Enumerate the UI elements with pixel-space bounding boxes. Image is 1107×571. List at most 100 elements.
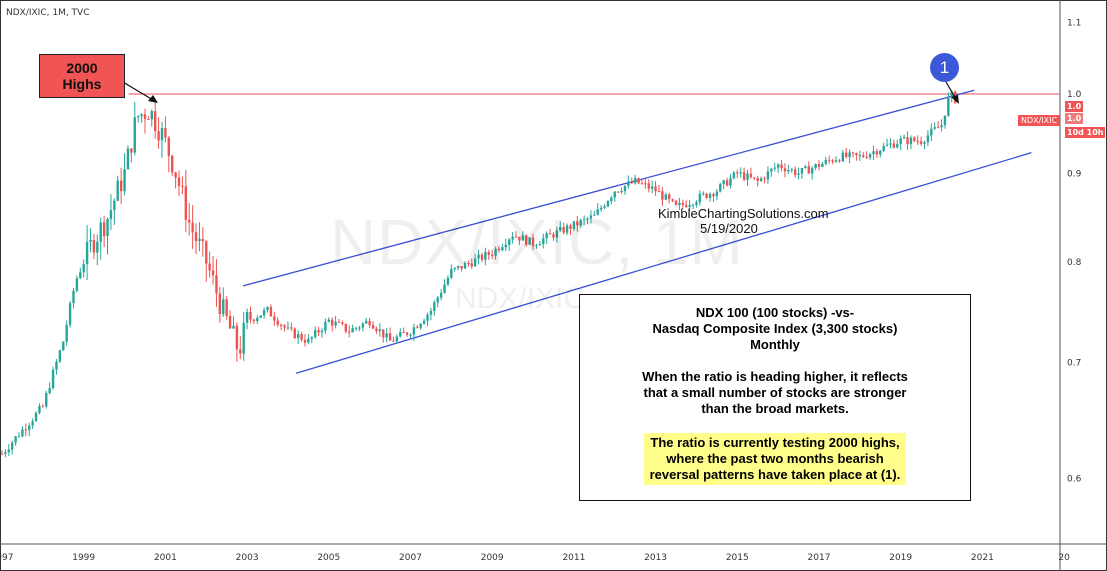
candle-body [892, 143, 896, 148]
candle-body [644, 183, 647, 185]
candle-body [116, 180, 119, 201]
info-note-line: The ratio is currently testing 2000 high… [650, 435, 900, 450]
candle-body [303, 339, 307, 343]
candle-body [654, 186, 657, 192]
candle-body [188, 219, 191, 223]
watermark-sub: NDX/IXIC [455, 282, 586, 315]
candle-body [569, 225, 572, 229]
candle-body [525, 235, 528, 245]
candle-body [433, 302, 436, 311]
candle-body [126, 148, 130, 170]
candle-body [936, 127, 940, 129]
candle-body [92, 239, 96, 253]
candle-body [153, 111, 157, 132]
candle-body [565, 225, 569, 233]
candle-body [283, 325, 286, 328]
candle-body [324, 321, 327, 331]
candle-body [395, 336, 399, 342]
candle-body [739, 172, 742, 174]
info-desc-line: that a small number of stocks are strong… [643, 385, 907, 400]
x-tick-label: 2021 [971, 553, 994, 563]
candle-body [14, 436, 17, 443]
info-note-line: reversal patterns have taken place at (1… [649, 467, 901, 482]
candle-body [691, 204, 695, 206]
candle-body [453, 267, 456, 269]
x-tick-label: 2007 [399, 553, 422, 563]
candle-body [725, 180, 729, 186]
info-desc-line: than the broad markets. [701, 401, 849, 416]
candle-body [930, 128, 933, 136]
candle-body [538, 244, 542, 246]
candle-body [902, 137, 906, 139]
candle-body [228, 315, 232, 329]
candle-body [582, 218, 586, 220]
candle-body [419, 323, 422, 328]
candle-body [157, 131, 160, 141]
candle-body [940, 125, 943, 128]
candle-body [96, 241, 99, 253]
x-tick-label: 20 [1058, 553, 1070, 563]
symbol-price-tag: NDX/IXIC [1018, 115, 1061, 126]
y-tick-label: 1.0 [1067, 90, 1082, 100]
candle-body [637, 178, 640, 184]
x-tick-label: 2015 [726, 553, 749, 563]
candle-body [436, 297, 439, 303]
candle-body [72, 290, 75, 304]
candle-body [555, 230, 559, 238]
candle-body [838, 160, 841, 162]
candle-body [708, 193, 712, 198]
candle-body [7, 449, 11, 453]
candle-body [17, 436, 21, 438]
candle-body [603, 206, 606, 208]
candle-body [119, 180, 123, 192]
candle-body [552, 234, 555, 238]
candle-body [344, 323, 348, 332]
candle-body [559, 227, 562, 231]
candle-body [477, 254, 480, 259]
x-tick-label: 1999 [72, 553, 95, 563]
callout-arrow [122, 81, 154, 101]
candle-body [627, 181, 630, 186]
candle-body [542, 238, 545, 245]
channel-lower-line [295, 152, 1032, 374]
candle-body [702, 193, 705, 195]
candle-body [276, 320, 279, 325]
candle-body [797, 173, 800, 175]
candle-body [596, 209, 599, 215]
candle-body [133, 117, 136, 153]
info-title-line: Monthly [750, 337, 800, 352]
candle-body [79, 272, 82, 279]
candle-body [504, 244, 508, 248]
candle-body [613, 191, 616, 198]
x-tick-label: 2019 [889, 553, 912, 563]
candle-body [222, 299, 225, 315]
candle-body [382, 329, 385, 338]
candle-body [889, 143, 892, 145]
candle-body [753, 177, 756, 179]
candle-body [916, 140, 919, 142]
candle-body [89, 239, 92, 242]
candle-body [65, 324, 68, 342]
credit-date: 5/19/2020 [700, 221, 758, 236]
resistance-price-tag: 1.0 [1065, 101, 1084, 112]
candle-body [399, 332, 402, 337]
x-tick-label: 2009 [481, 553, 504, 563]
candle-body [75, 278, 79, 291]
candle-body [882, 145, 885, 151]
candle-body [300, 334, 303, 340]
candle-body [807, 166, 810, 174]
candle-body [38, 406, 41, 413]
candle-body [0, 453, 4, 455]
x-tick-label: 2001 [154, 553, 177, 563]
candle-body [514, 236, 518, 238]
candle-body [208, 263, 211, 271]
candle-body [422, 320, 426, 324]
candle-body [800, 168, 804, 174]
candle-body [232, 325, 235, 329]
candle-body [828, 159, 831, 161]
candle-body [171, 155, 174, 173]
credit: KimbleChartingSolutions.com 5/19/2020 [658, 206, 829, 236]
candle-body [729, 178, 732, 186]
